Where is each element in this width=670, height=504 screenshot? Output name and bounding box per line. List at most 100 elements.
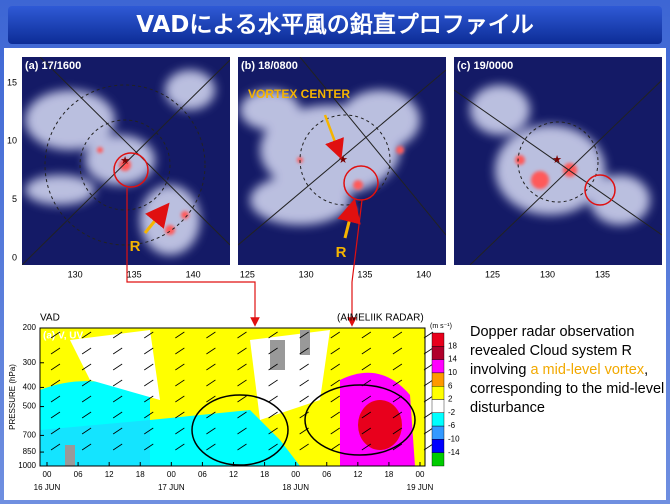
wind-barb xyxy=(392,331,403,339)
lon-tick-label: 140 xyxy=(416,269,431,279)
wind-barb xyxy=(268,395,278,403)
wind-barb xyxy=(206,395,216,403)
wind-barb xyxy=(112,427,123,435)
lon-tick-label: 140 xyxy=(186,269,201,279)
y-tick-label: 700 xyxy=(23,431,37,440)
wind-barb xyxy=(175,411,185,419)
wind-barb xyxy=(81,363,92,371)
svg-text:★: ★ xyxy=(552,154,562,166)
wind-barb xyxy=(112,395,123,403)
wind-barb xyxy=(268,411,278,419)
wind-barb xyxy=(423,363,434,371)
colorbar-segment xyxy=(431,386,445,400)
wind-barb xyxy=(423,347,434,355)
link-arrow xyxy=(126,188,260,327)
x-tick-label: 06 xyxy=(198,470,207,479)
wind-barb xyxy=(299,443,309,451)
wind-barb xyxy=(206,363,216,371)
date-label: 17 JUN xyxy=(158,483,185,492)
lon-tick-label: 135 xyxy=(127,269,142,279)
lon-tick-label: 135 xyxy=(357,269,372,279)
wind-barb xyxy=(50,363,61,371)
wind-barb xyxy=(361,411,372,419)
plot-frame xyxy=(39,327,426,467)
wind-barb xyxy=(361,347,372,355)
wind-barb xyxy=(330,379,340,387)
wind-barb xyxy=(299,395,309,403)
wind-barb xyxy=(361,395,372,403)
panel-label: (a) V, UV xyxy=(43,331,84,342)
wind-barb xyxy=(268,363,278,371)
wind-barb xyxy=(392,443,403,451)
panel-label: (c) 19/0000 xyxy=(457,60,513,72)
caption-highlight: a mid-level vortex xyxy=(530,362,645,378)
y-tick-label: 400 xyxy=(23,383,37,392)
lat-tick-label: 5 xyxy=(12,194,17,204)
wind-barb xyxy=(423,443,434,451)
caption-text: , corresponding to the mid-level disturb… xyxy=(470,362,665,416)
wind-barb xyxy=(423,411,434,419)
wind-barb xyxy=(330,411,340,419)
colorbar-tick-label: 10 xyxy=(448,368,457,377)
wind-barb xyxy=(392,395,403,403)
wind-barb xyxy=(81,443,92,451)
date-label: 16 JUN xyxy=(34,483,61,492)
wind-barb xyxy=(112,443,123,451)
wind-barb xyxy=(299,347,309,355)
wind-barb xyxy=(144,363,154,371)
y-tick-label: 200 xyxy=(23,323,37,332)
lon-tick-label: 135 xyxy=(595,269,610,279)
panel-label: (b) 18/0800 xyxy=(241,60,298,72)
colorbar-segment xyxy=(431,412,445,427)
colorbar-tick-label: 18 xyxy=(448,341,457,350)
colorbar-tick-label: 14 xyxy=(448,355,457,364)
y-tick-label: 300 xyxy=(23,358,37,367)
wind-barb xyxy=(206,347,216,355)
satellite-image: ★ xyxy=(454,57,662,265)
colorbar-segment xyxy=(431,425,445,440)
wind-barb xyxy=(330,331,340,339)
x-tick-label: 06 xyxy=(74,470,83,479)
wind-barb xyxy=(392,411,403,419)
colorbar-unit: (m s⁻¹) xyxy=(430,323,452,330)
wind-barb xyxy=(299,363,309,371)
wind-barb xyxy=(330,395,340,403)
station-label: (AIMELIIK RADAR) xyxy=(337,313,424,324)
wind-barb xyxy=(144,427,154,435)
wind-barb xyxy=(268,427,278,435)
lon-tick-label: 125 xyxy=(240,269,255,279)
wind-barb xyxy=(175,395,185,403)
wind-barb xyxy=(81,347,92,355)
lon-tick-label: 130 xyxy=(68,269,83,279)
svg-text:★: ★ xyxy=(338,154,348,166)
wind-barb xyxy=(299,427,309,435)
wind-barb xyxy=(268,379,278,387)
x-tick-label: 12 xyxy=(353,470,362,479)
wind-barb xyxy=(50,443,61,451)
colorbar-tick-label: -2 xyxy=(448,408,456,417)
colorbar-tick-label: -10 xyxy=(448,435,460,444)
lat-tick-label: 15 xyxy=(7,77,17,87)
lon-tick-label: 130 xyxy=(540,269,555,279)
x-tick-label: 12 xyxy=(105,470,114,479)
x-tick-label: 18 xyxy=(136,470,145,479)
wind-barb xyxy=(144,443,154,451)
satellite-image: ★ xyxy=(238,57,446,265)
wind-barb xyxy=(361,363,372,371)
wind-barb xyxy=(206,331,216,339)
lon-tick-label: 130 xyxy=(299,269,314,279)
wind-barb xyxy=(144,347,154,355)
wind-barb xyxy=(237,443,247,451)
wind-barb xyxy=(361,379,372,387)
wind-barb xyxy=(392,363,403,371)
slide-title: VADによる水平風の鉛直プロファイル xyxy=(8,6,662,44)
wind-barb xyxy=(237,395,247,403)
y-tick-label: 1000 xyxy=(18,461,36,470)
marker-label: R xyxy=(336,244,347,261)
caption: Dopper radar observation revealed Cloud … xyxy=(470,323,666,418)
wind-barb xyxy=(144,395,154,403)
y-axis-label: PRESSURE (hPa) xyxy=(8,364,17,430)
wind-barb xyxy=(330,363,340,371)
x-tick-label: 00 xyxy=(416,470,425,479)
